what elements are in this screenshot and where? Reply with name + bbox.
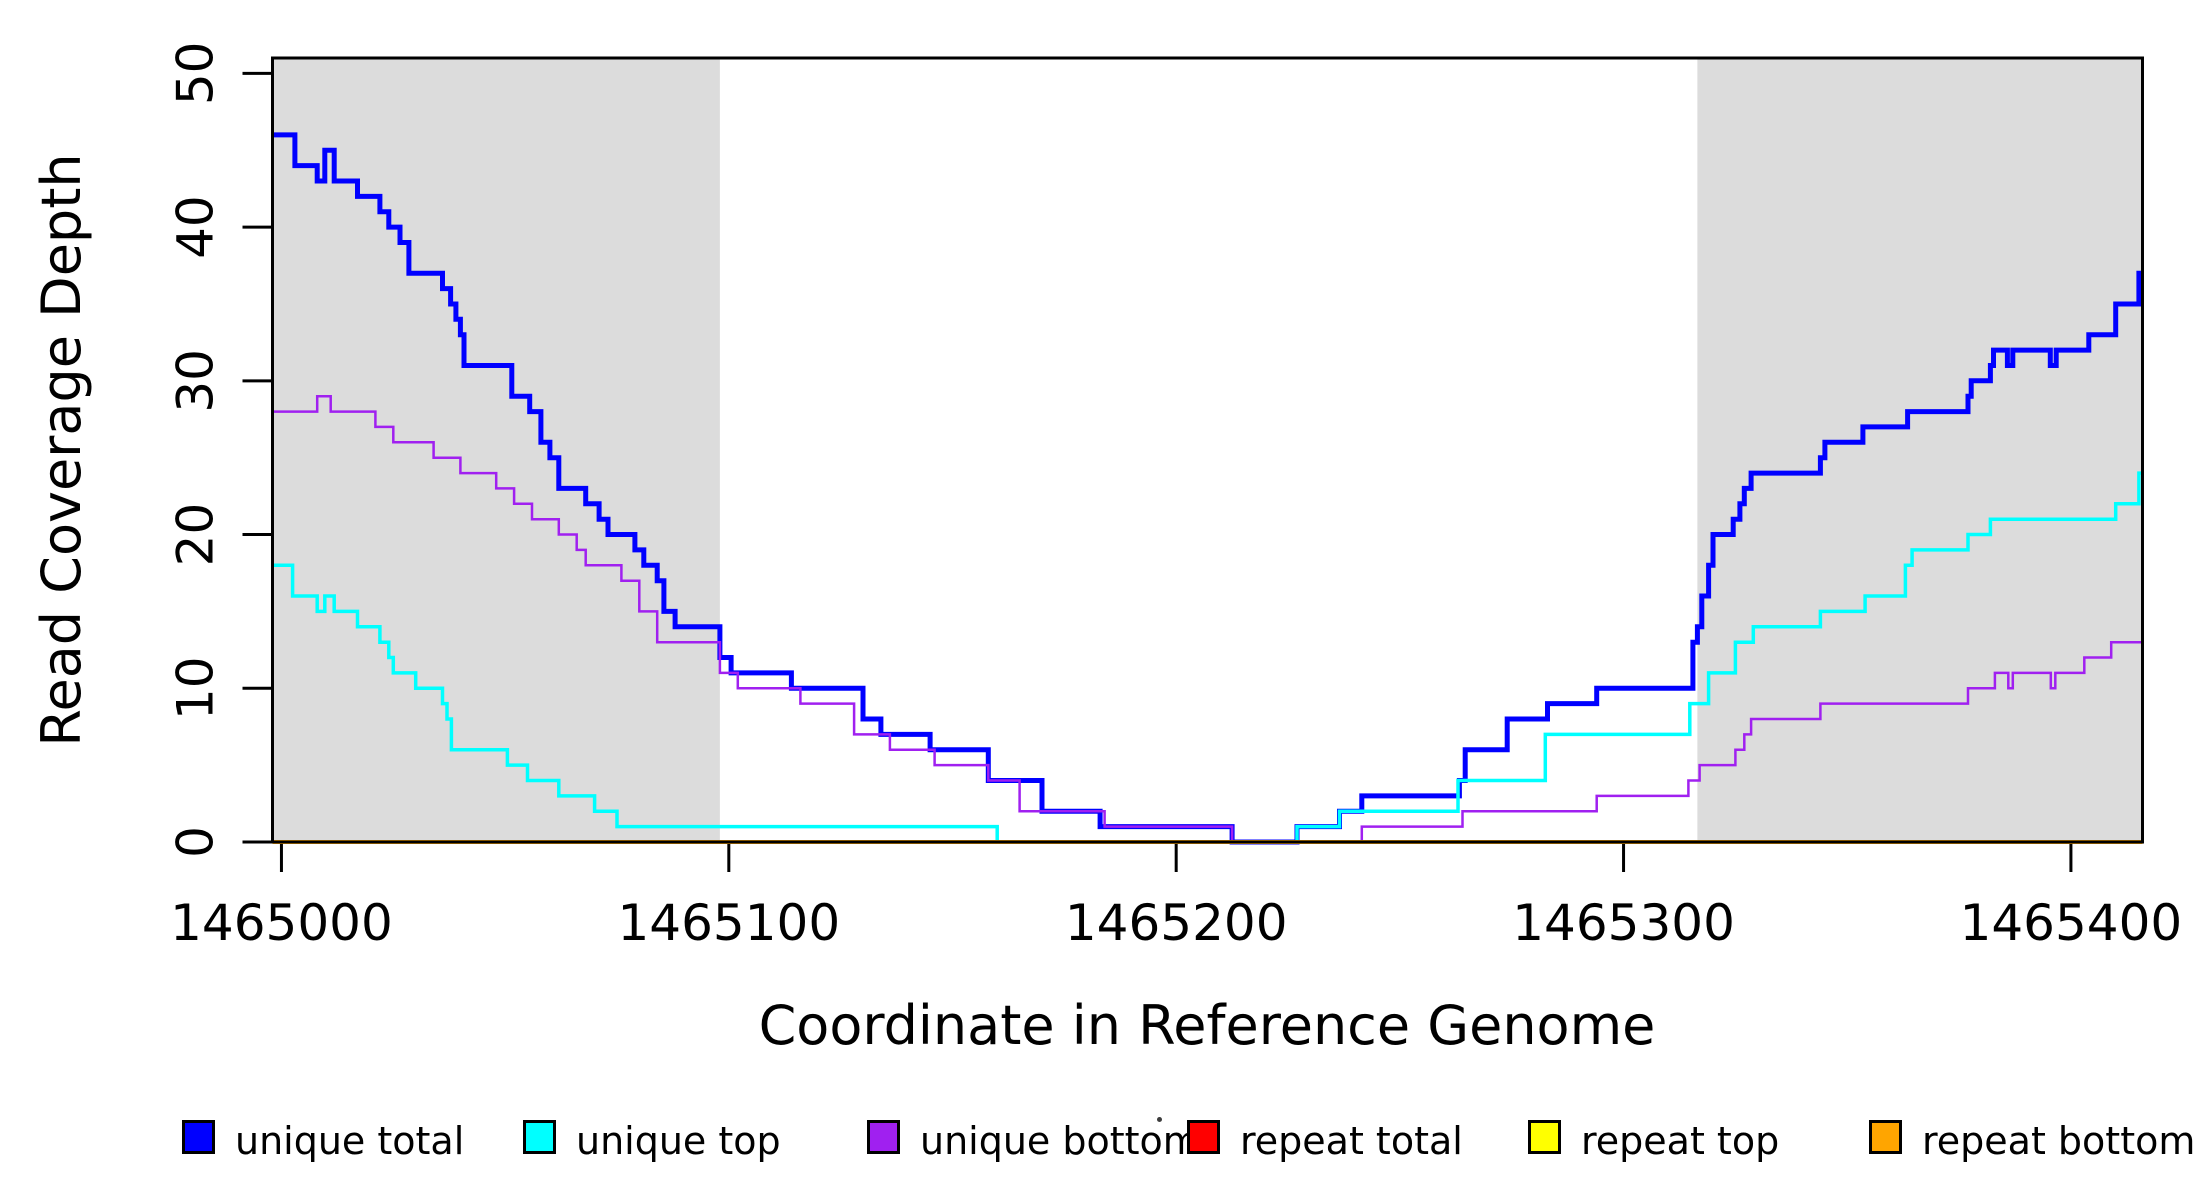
stray-dot (1157, 1117, 1162, 1122)
y-tick-label: 50 (167, 42, 225, 106)
series-line-unique-top (272, 471, 2143, 844)
y-axis-title: Read Coverage Depth (30, 153, 93, 747)
shaded-region (272, 58, 720, 842)
legend-swatch-repeat-top (1528, 1120, 1561, 1154)
legend-label-repeat-bottom: repeat bottom (1922, 1119, 2196, 1163)
shaded-region (1697, 58, 2143, 842)
plot-border (271, 56, 2144, 844)
legend: unique total unique top unique bottom repea… (0, 1113, 2200, 1173)
y-tick-label: 20 (167, 503, 225, 567)
legend-swatch-repeat-bottom (1869, 1120, 1902, 1154)
legend-label-unique-total: unique total (235, 1119, 465, 1163)
legend-swatch-repeat-total (1187, 1120, 1220, 1154)
y-tick-label: 0 (167, 826, 225, 858)
y-tick-label: 30 (167, 349, 225, 413)
x-tick-label: 1465200 (1065, 894, 1288, 952)
x-tick-label: 1465400 (1960, 894, 2183, 952)
series-line-unique-bottom (272, 394, 2143, 844)
y-tick-label: 40 (167, 195, 225, 259)
legend-swatch-unique-total (182, 1120, 215, 1154)
x-tick-label: 1465100 (617, 894, 840, 952)
series-line-unique-total (272, 132, 2143, 845)
legend-swatch-unique-top (523, 1120, 556, 1154)
legend-label-unique-top: unique top (576, 1119, 781, 1163)
x-tick-label: 1465000 (170, 894, 393, 952)
legend-label-unique-bottom: unique bottom (920, 1119, 1200, 1163)
y-tick-label: 10 (167, 656, 225, 720)
x-tick-label: 1465300 (1512, 894, 1735, 952)
legend-swatch-unique-bottom (867, 1120, 900, 1154)
legend-label-repeat-total: repeat total (1240, 1119, 1463, 1163)
legend-label-repeat-top: repeat top (1581, 1119, 1780, 1163)
x-axis-title: Coordinate in Reference Genome (758, 994, 1656, 1057)
